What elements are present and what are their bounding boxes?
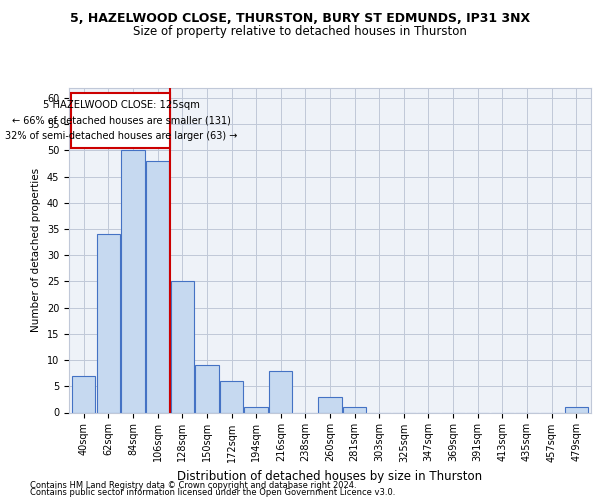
Bar xyxy=(244,408,268,412)
Bar xyxy=(146,161,169,412)
Text: Contains HM Land Registry data © Crown copyright and database right 2024.: Contains HM Land Registry data © Crown c… xyxy=(30,480,356,490)
Bar xyxy=(220,381,243,412)
FancyBboxPatch shape xyxy=(71,92,170,148)
Bar xyxy=(269,370,292,412)
Y-axis label: Number of detached properties: Number of detached properties xyxy=(31,168,41,332)
Bar xyxy=(319,397,341,412)
Text: ← 66% of detached houses are smaller (131): ← 66% of detached houses are smaller (13… xyxy=(11,116,230,126)
Text: Contains public sector information licensed under the Open Government Licence v3: Contains public sector information licen… xyxy=(30,488,395,497)
Bar xyxy=(170,282,194,412)
Bar xyxy=(195,366,218,412)
Text: 5 HAZELWOOD CLOSE: 125sqm: 5 HAZELWOOD CLOSE: 125sqm xyxy=(43,100,199,110)
Bar xyxy=(565,408,588,412)
Text: 5, HAZELWOOD CLOSE, THURSTON, BURY ST EDMUNDS, IP31 3NX: 5, HAZELWOOD CLOSE, THURSTON, BURY ST ED… xyxy=(70,12,530,26)
Text: Size of property relative to detached houses in Thurston: Size of property relative to detached ho… xyxy=(133,25,467,38)
Bar xyxy=(72,376,95,412)
Bar xyxy=(121,150,145,412)
Bar xyxy=(97,234,120,412)
Bar xyxy=(343,408,367,412)
Text: 32% of semi-detached houses are larger (63) →: 32% of semi-detached houses are larger (… xyxy=(5,130,237,140)
X-axis label: Distribution of detached houses by size in Thurston: Distribution of detached houses by size … xyxy=(178,470,482,483)
